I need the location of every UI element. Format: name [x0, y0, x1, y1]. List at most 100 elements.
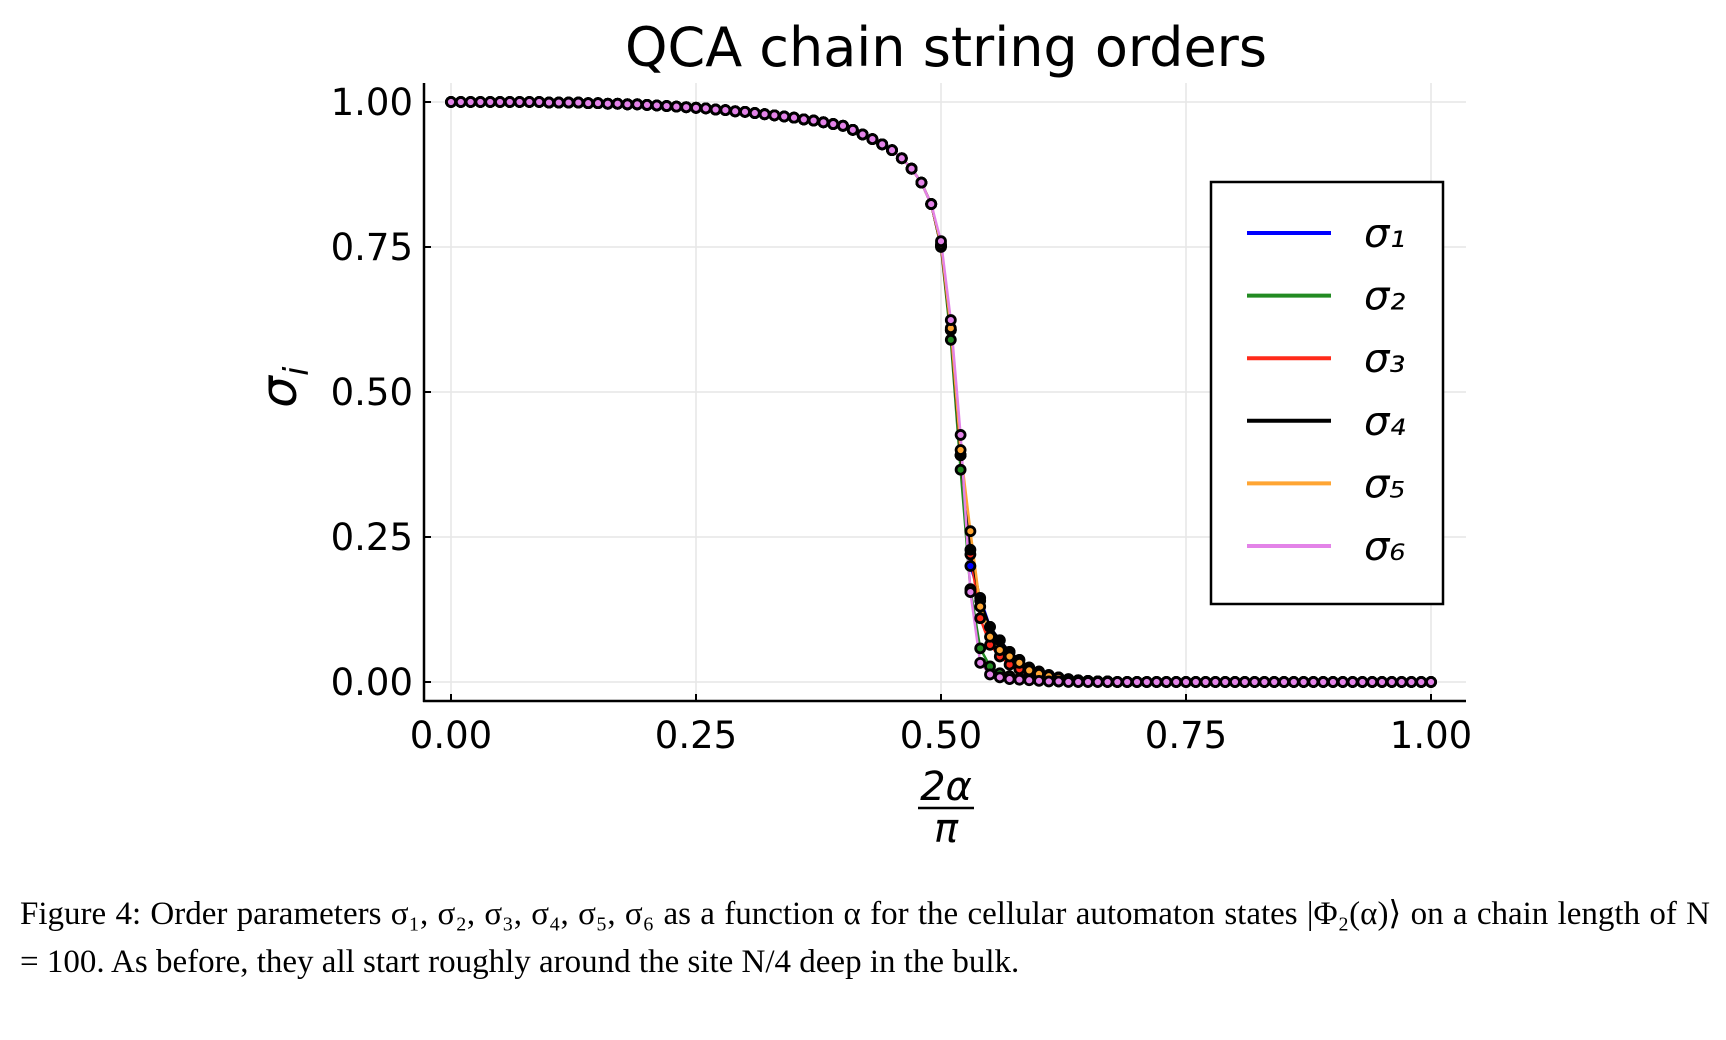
legend: σ₁ σ₂ σ₃ σ₄ σ₅ σ₆: [1209, 180, 1445, 606]
data-point: [552, 96, 565, 109]
data-point: [1346, 676, 1359, 688]
data-point: [964, 543, 977, 556]
data-point: [680, 101, 693, 114]
data-point: [1248, 676, 1261, 688]
data-point: [817, 116, 830, 129]
data-point: [1199, 676, 1212, 688]
data-point: [1317, 676, 1330, 688]
y-tick-label: 1.00: [331, 81, 413, 124]
y-tick-label: 0.75: [331, 226, 413, 269]
data-point: [523, 96, 536, 108]
x-tick-label: 0.75: [1145, 714, 1227, 757]
data-point: [1327, 676, 1339, 688]
data-point: [660, 100, 673, 112]
data-point: [1003, 673, 1016, 685]
data-point: [944, 314, 957, 326]
figure-caption: Figure 4: Order parameters σ₁, σ₂, σ₃, σ…: [20, 896, 1710, 980]
data-point: [1101, 676, 1114, 688]
x-axis-label: 2α π: [918, 764, 974, 852]
legend-label: σ₃: [1364, 336, 1405, 382]
data-point: [474, 96, 487, 108]
data-point: [1278, 676, 1290, 688]
y-tick-label: 0.50: [331, 371, 413, 414]
data-point: [1013, 656, 1026, 669]
x-tick-label: 0.25: [655, 714, 737, 757]
legend-entry: σ₂: [1247, 274, 1405, 320]
data-point: [984, 630, 996, 643]
data-point: [592, 97, 604, 110]
y-axis-label-symbol: σ: [250, 375, 308, 408]
data-point: [778, 110, 791, 123]
x-axis-label-denominator: π: [934, 806, 959, 852]
data-point: [1425, 676, 1437, 688]
data-point: [846, 123, 859, 136]
data-point: [562, 96, 575, 109]
data-point: [494, 96, 506, 108]
data-point: [993, 671, 1006, 684]
data-point: [582, 97, 595, 110]
data-point: [601, 97, 614, 110]
legend-entry: σ₅: [1247, 461, 1405, 507]
data-point: [1336, 676, 1349, 688]
data-point: [1131, 676, 1143, 688]
data-point: [1385, 676, 1398, 688]
data-point: [1268, 676, 1281, 688]
data-point: [1111, 676, 1124, 688]
data-point: [1072, 676, 1085, 688]
data-point: [964, 586, 977, 598]
data-point: [1033, 674, 1045, 687]
legend-label: σ₄: [1364, 399, 1405, 445]
data-point: [915, 176, 928, 189]
data-point: [503, 96, 516, 108]
data-point: [925, 198, 938, 210]
chart: QCA chain string orders 0.00 0.25 0.50 0.75…: [250, 16, 1472, 852]
x-tick-label: 0.50: [900, 714, 982, 757]
x-axis-label-numerator: 2α: [920, 764, 972, 810]
data-point: [1180, 676, 1192, 688]
data-point: [984, 621, 996, 633]
data-point: [729, 105, 742, 118]
data-point: [974, 600, 987, 613]
data-point: [974, 642, 987, 655]
data-point: [1376, 676, 1388, 688]
data-point: [993, 644, 1006, 656]
data-point: [699, 102, 712, 115]
data-point: [964, 560, 977, 572]
data-point: [484, 96, 497, 108]
data-point: [1082, 676, 1094, 688]
data-point: [611, 97, 624, 110]
data-point: [513, 96, 526, 108]
data-point: [1405, 676, 1418, 688]
data-point: [1366, 676, 1379, 688]
data-point: [974, 656, 987, 669]
y-tick-label: 0.25: [331, 516, 413, 559]
data-point: [974, 612, 987, 625]
y-axis-label: σ i: [250, 366, 317, 408]
data-point: [1219, 676, 1232, 688]
legend-label: σ₆: [1364, 524, 1405, 570]
data-point: [1052, 675, 1065, 688]
data-point: [650, 99, 663, 112]
data-point: [1297, 676, 1310, 688]
data-point: [954, 463, 967, 476]
data-point: [1062, 676, 1075, 688]
data-point: [1121, 676, 1134, 688]
data-point: [572, 96, 585, 109]
data-point: [543, 96, 555, 109]
x-tick-label: 0.00: [410, 714, 492, 757]
data-point: [993, 634, 1006, 647]
data-point: [1189, 676, 1202, 688]
data-point: [1170, 676, 1183, 688]
data-point: [739, 105, 751, 118]
data-point: [454, 96, 467, 108]
data-point: [984, 668, 996, 681]
legend-label: σ₁: [1364, 211, 1405, 257]
data-point: [895, 152, 908, 165]
data-point: [1160, 676, 1173, 688]
data-point: [1238, 676, 1251, 688]
data-point: [807, 114, 820, 127]
data-point: [1150, 676, 1163, 688]
data-point: [1415, 676, 1428, 688]
data-point: [876, 138, 889, 151]
chart-title: QCA chain string orders: [625, 16, 1267, 79]
